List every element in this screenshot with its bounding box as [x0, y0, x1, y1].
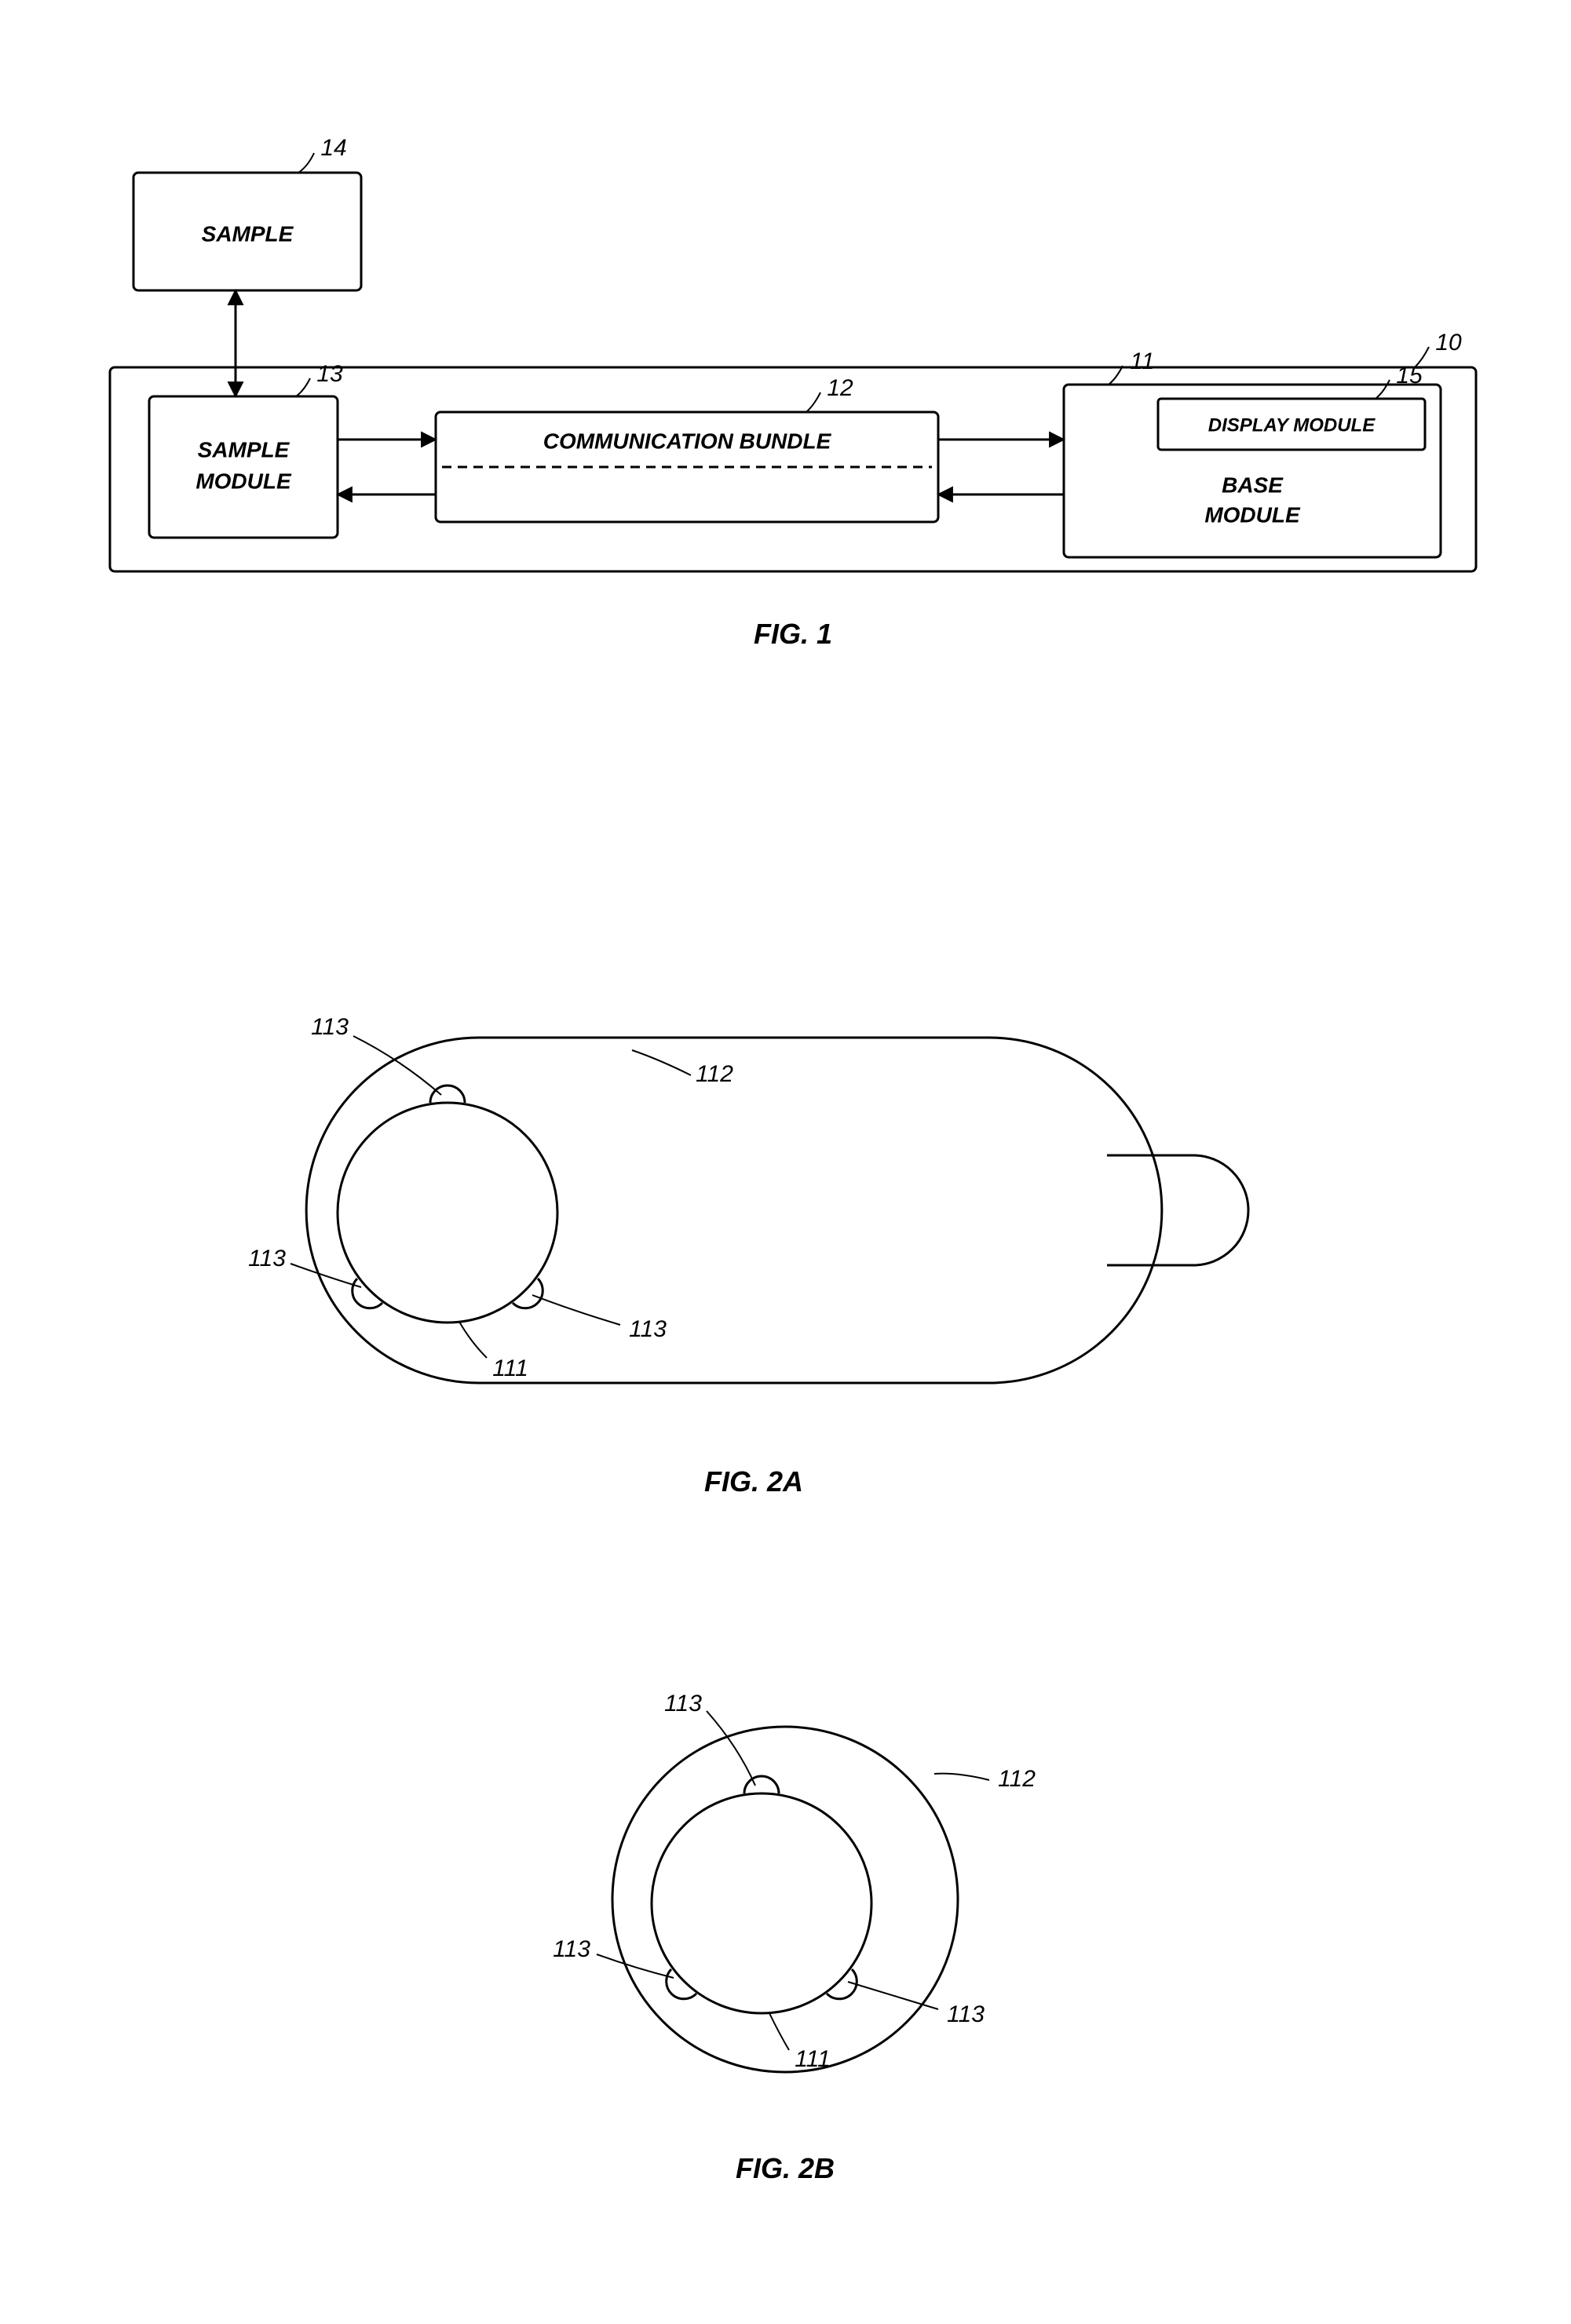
ref-15: 15 — [1396, 363, 1423, 389]
sample-label: SAMPLE — [202, 221, 294, 246]
fig2b-outer-circle — [612, 1727, 958, 2072]
fig2b-bump-top — [744, 1776, 779, 1793]
fig2b-ref-111: 111 — [795, 2046, 831, 2072]
ref-14: 14 — [320, 135, 346, 161]
fig2b-ref-113-left: 113 — [553, 1936, 590, 1962]
fig1: SAMPLE 14 10 SAMPLE MODULE 13 COMMUNICAT… — [110, 135, 1476, 650]
fig2a-caption: FIG. 2A — [704, 1465, 803, 1498]
fig2b-bump-bl — [667, 1969, 696, 1999]
display-label: DISPLAY MODULE — [1208, 414, 1376, 436]
fig2a-bump-bl — [353, 1279, 382, 1308]
fig2b: 113 112 113 111 113 FIG. 2B — [553, 1691, 1036, 2184]
comm-label: COMMUNICATION BUNDLE — [543, 429, 832, 453]
fig2b-ref-113-right: 113 — [947, 2001, 985, 2027]
fig2b-inner-circle — [652, 1793, 871, 2013]
fig2a-bump-br — [513, 1279, 543, 1308]
fig2b-ref-113-top: 113 — [664, 1691, 702, 1717]
fig2a-tail — [1107, 1155, 1248, 1265]
fig2a-ref-111: 111 — [492, 1355, 528, 1381]
fig2b-caption: FIG. 2B — [736, 2152, 835, 2184]
fig2a-ref-112: 112 — [696, 1061, 733, 1087]
ref-11: 11 — [1130, 348, 1154, 374]
sample-block: SAMPLE 14 — [133, 135, 361, 290]
fig2a-bump-top — [430, 1085, 465, 1103]
ref-12: 12 — [827, 375, 853, 401]
base-label-1: BASE — [1222, 472, 1284, 497]
fig2a-ref-113-top: 113 — [311, 1014, 349, 1040]
diagram-canvas: SAMPLE 14 10 SAMPLE MODULE 13 COMMUNICAT… — [0, 0, 1571, 2324]
sample-module-label-1: SAMPLE — [198, 437, 290, 462]
base-label-2: MODULE — [1204, 502, 1301, 527]
fig2a-ref-113-left: 113 — [248, 1246, 286, 1271]
ref-10: 10 — [1435, 330, 1462, 356]
fig2a-ref-113-right: 113 — [629, 1316, 667, 1342]
fig2b-ref-112: 112 — [998, 1766, 1036, 1792]
ref-13: 13 — [316, 361, 343, 387]
sample-module-label-2: MODULE — [195, 469, 292, 493]
fig2a: 113 112 113 111 113 FIG. 2A — [248, 1014, 1248, 1498]
fig2b-bump-br — [827, 1969, 857, 1999]
fig2a-inner-circle — [338, 1103, 557, 1323]
fig1-caption: FIG. 1 — [754, 618, 832, 650]
